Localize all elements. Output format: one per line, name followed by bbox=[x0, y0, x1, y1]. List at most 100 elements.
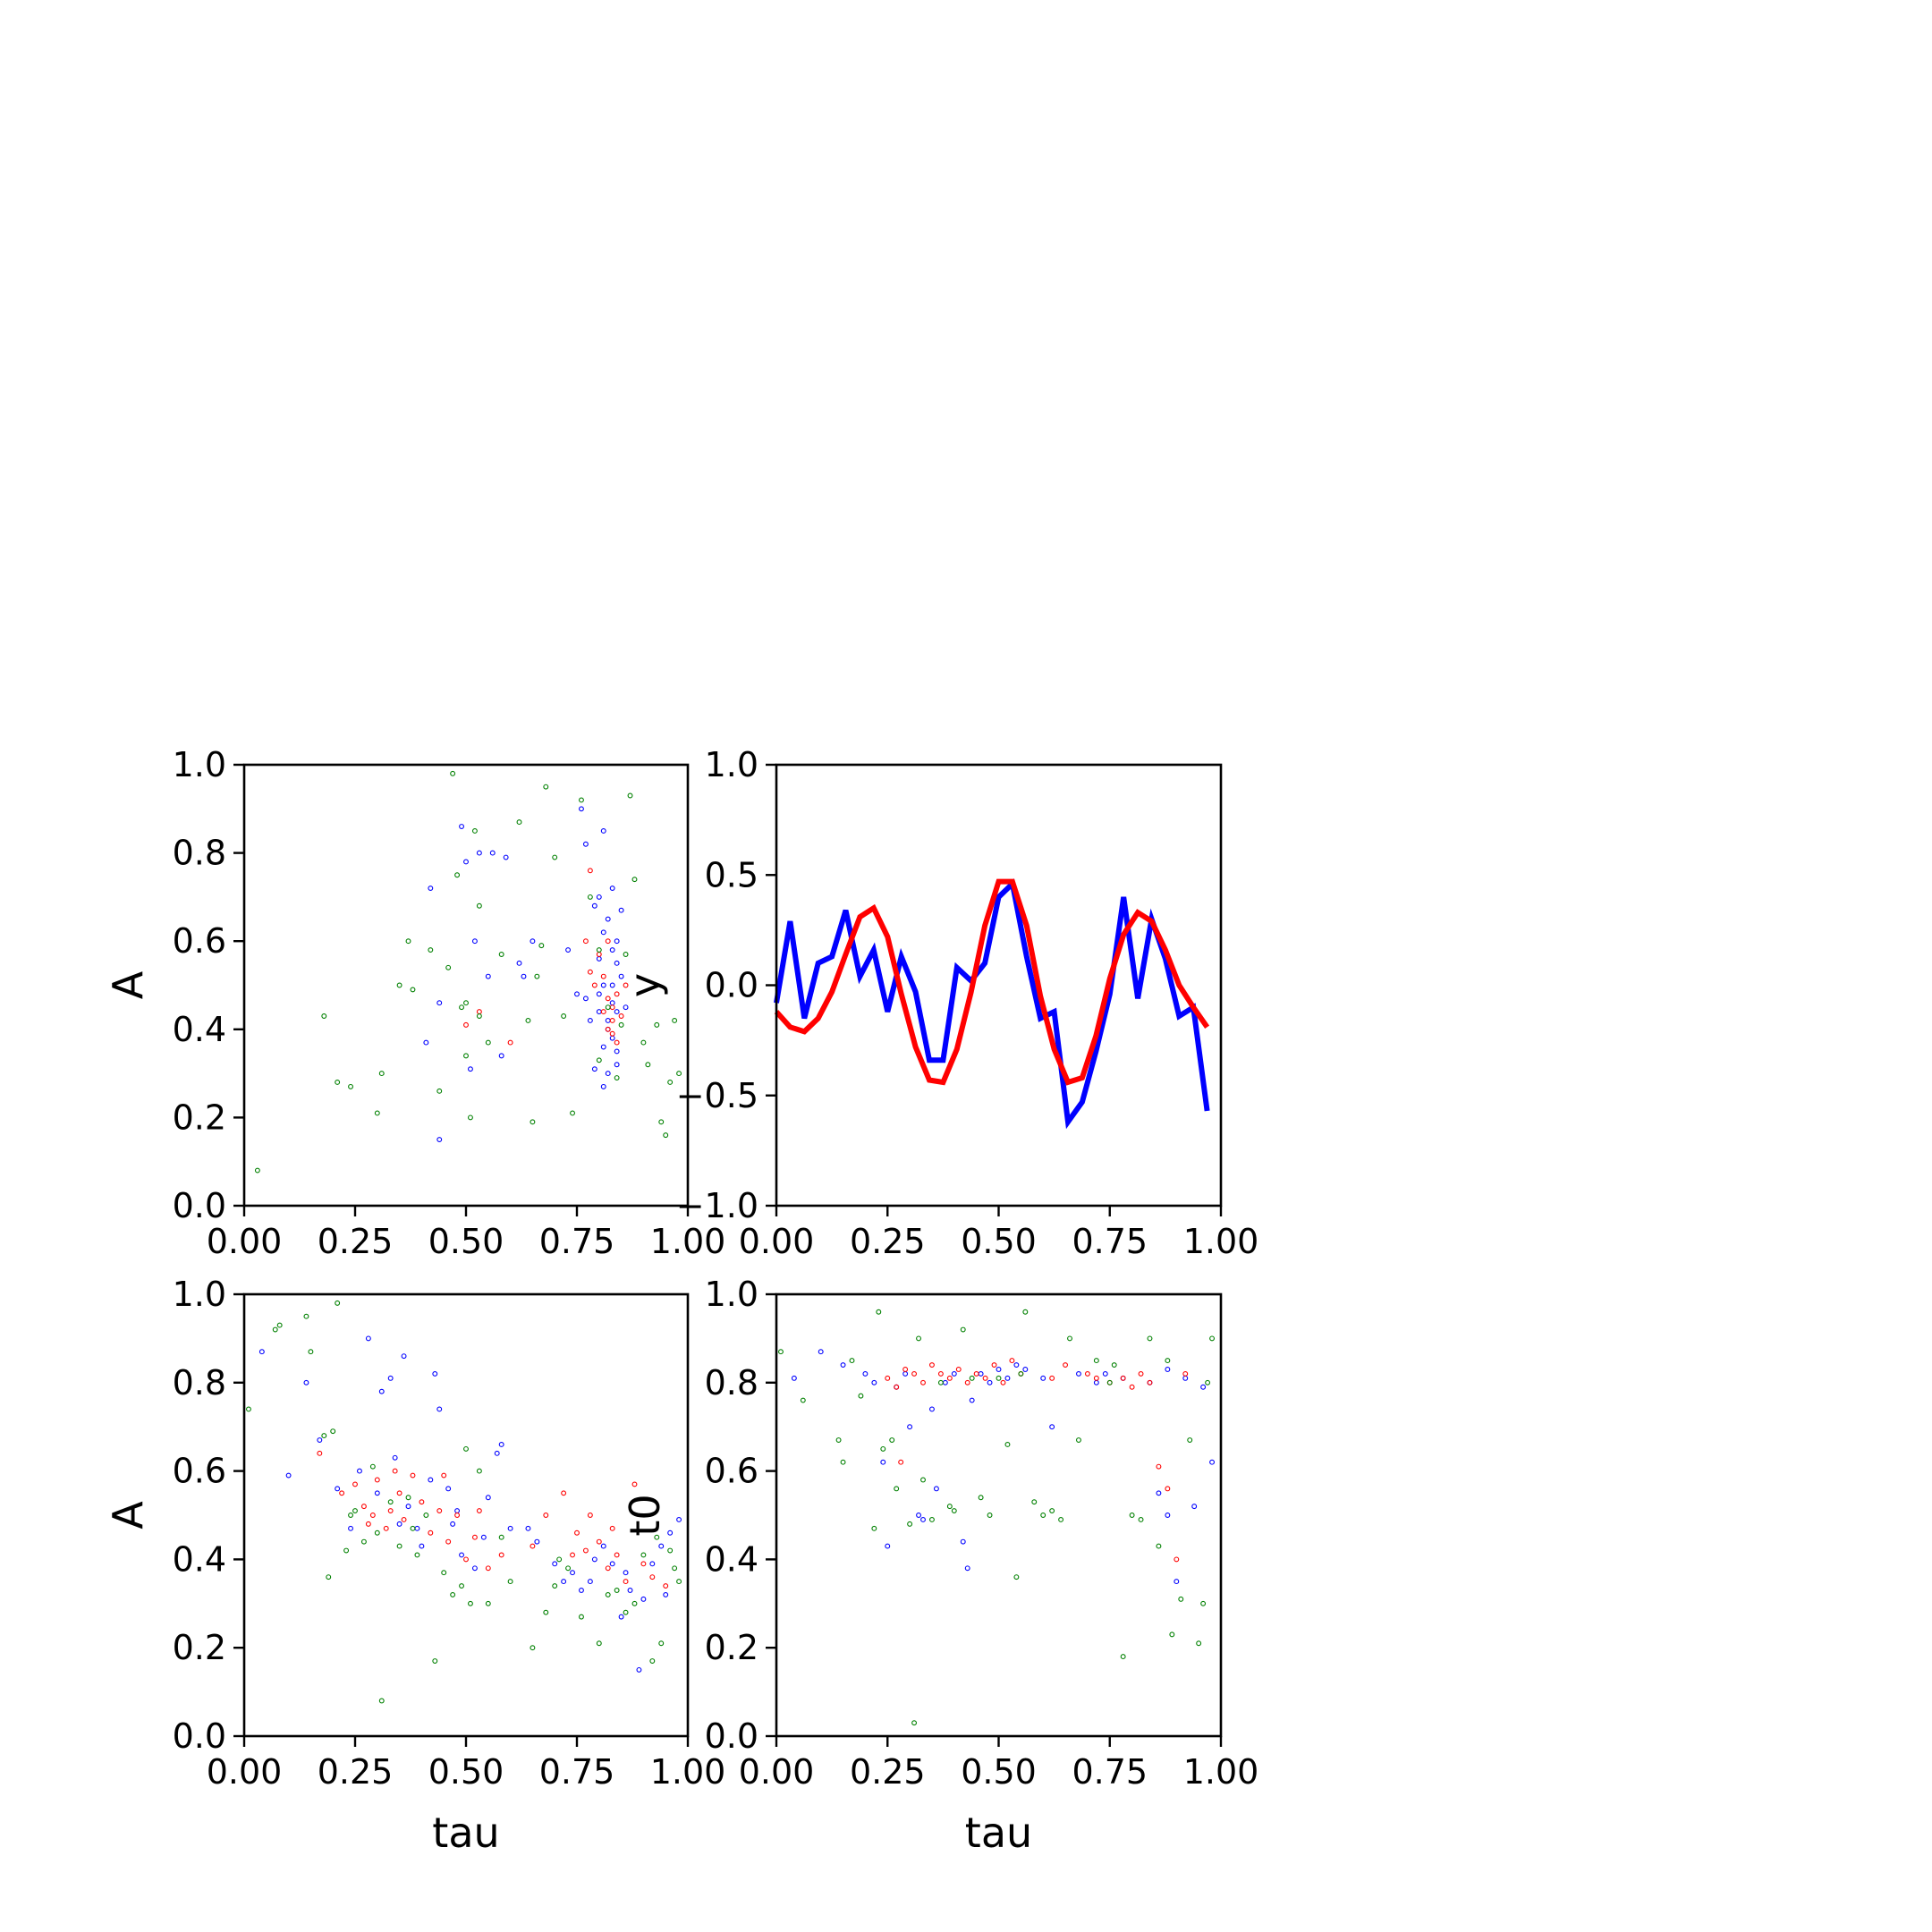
scatter-point-green bbox=[835, 1437, 842, 1443]
y-tick-label: 0.8 bbox=[173, 834, 226, 873]
scatter-point-green bbox=[1209, 1335, 1216, 1342]
line-series-blue bbox=[774, 878, 1210, 1130]
scatter-point-blue bbox=[591, 902, 597, 909]
scatter-point-green bbox=[374, 1110, 380, 1116]
scatter-point-red bbox=[911, 1370, 918, 1377]
scatter-point-green bbox=[369, 1463, 376, 1470]
scatter-point-red bbox=[973, 1370, 979, 1377]
scatter-point-green bbox=[951, 1508, 957, 1514]
scatter-point-green bbox=[552, 1583, 558, 1589]
scatter-point-blue bbox=[489, 850, 496, 856]
scatter-point-red bbox=[352, 1481, 358, 1487]
scatter-point-green bbox=[463, 1053, 469, 1059]
scatter-point-red bbox=[1147, 1379, 1153, 1385]
scatter-point-blue bbox=[591, 1066, 597, 1072]
scatter-point-blue bbox=[401, 1353, 407, 1360]
scatter-point-blue bbox=[1209, 1459, 1216, 1465]
scatter-point-red bbox=[401, 1516, 407, 1522]
scatter-point-blue bbox=[600, 827, 606, 834]
scatter-point-blue bbox=[618, 973, 624, 979]
scatter-point-green bbox=[1196, 1640, 1202, 1647]
scatter-point-green bbox=[654, 1534, 660, 1540]
scatter-point-blue bbox=[1040, 1375, 1046, 1381]
scatter-point-green bbox=[596, 1640, 602, 1647]
scatter-point-green bbox=[321, 1013, 327, 1019]
scatter-point-green bbox=[987, 1513, 993, 1518]
scatter-point-blue bbox=[521, 973, 527, 979]
scatter-point-red bbox=[605, 938, 611, 945]
scatter-point-blue bbox=[1076, 1370, 1081, 1377]
scatter-point-green bbox=[570, 1110, 575, 1116]
scatter-point-green bbox=[1004, 1442, 1011, 1447]
scatter-point-blue bbox=[960, 1538, 966, 1545]
scatter-point-green bbox=[387, 1499, 394, 1505]
scatter-point-green bbox=[476, 902, 482, 909]
scatter-point-green bbox=[1106, 1379, 1113, 1385]
scatter-point-red bbox=[441, 1472, 447, 1479]
scatter-point-green bbox=[1013, 1574, 1020, 1580]
scatter-point-green bbox=[916, 1335, 921, 1342]
scatter-point-blue bbox=[570, 1570, 575, 1576]
scatter-point-red bbox=[587, 969, 593, 975]
scatter-point-blue bbox=[964, 1565, 970, 1572]
scatter-point-red bbox=[574, 1530, 580, 1536]
scatter-point-blue bbox=[649, 1561, 656, 1567]
scatter-point-blue bbox=[1013, 1362, 1020, 1368]
scatter-point-green bbox=[640, 1552, 647, 1558]
scatter-point-red bbox=[902, 1367, 909, 1372]
scatter-point-blue bbox=[423, 1039, 429, 1046]
scatter-point-red bbox=[1000, 1379, 1006, 1385]
scatter-point-blue bbox=[663, 1591, 669, 1597]
scatter-point-red bbox=[609, 1525, 615, 1531]
scatter-point-green bbox=[800, 1397, 806, 1403]
scatter-point-red bbox=[360, 1504, 367, 1510]
scatter-point-red bbox=[605, 996, 611, 1002]
y-tick-label: 0.6 bbox=[173, 1452, 226, 1491]
scatter-point-blue bbox=[565, 947, 572, 953]
scatter-point-blue bbox=[596, 894, 602, 900]
scatter-point-green bbox=[672, 1017, 678, 1023]
scatter-point-green bbox=[246, 1406, 251, 1412]
scatter-point-red bbox=[937, 1370, 944, 1377]
x-tick-label: 0.75 bbox=[539, 1222, 615, 1261]
scatter-point-green bbox=[631, 1600, 638, 1606]
scatter-point-green bbox=[623, 1609, 629, 1615]
chart-panel-bottom-right-t0-vs-tau: 0.00 0.25 0.50 0.75 1.000.00.20.40.60.81.0ta… bbox=[621, 1275, 1258, 1857]
scatter-point-green bbox=[1200, 1600, 1207, 1606]
scatter-point-red bbox=[609, 1030, 615, 1037]
scatter-point-red bbox=[1182, 1370, 1189, 1377]
scatter-point-blue bbox=[605, 916, 611, 922]
scatter-point-blue bbox=[387, 1375, 394, 1381]
scatter-point-blue bbox=[396, 1521, 402, 1527]
scatter-point-red bbox=[476, 1508, 482, 1514]
scatter-point-blue bbox=[676, 1516, 682, 1522]
scatter-point-blue bbox=[987, 1379, 993, 1385]
scatter-point-red bbox=[631, 1481, 638, 1487]
scatter-point-green bbox=[468, 1600, 473, 1606]
scatter-point-red bbox=[920, 1379, 926, 1385]
scatter-point-green bbox=[579, 1614, 584, 1620]
scatter-point-green bbox=[676, 1579, 682, 1585]
scatter-point-blue bbox=[605, 1071, 611, 1077]
scatter-point-blue bbox=[1174, 1579, 1180, 1585]
scatter-point-green bbox=[649, 1658, 656, 1664]
scatter-point-red bbox=[436, 1508, 443, 1514]
scatter-point-red bbox=[1165, 1486, 1171, 1492]
scatter-point-green bbox=[672, 1565, 678, 1572]
scatter-point-blue bbox=[374, 1490, 380, 1496]
scatter-point-red bbox=[463, 1021, 469, 1028]
scatter-point-red bbox=[1063, 1362, 1069, 1368]
scatter-point-blue bbox=[609, 947, 615, 953]
scatter-point-green bbox=[321, 1433, 327, 1439]
scatter-point-green bbox=[343, 1547, 350, 1554]
scatter-point-green bbox=[476, 1013, 482, 1019]
scatter-point-blue bbox=[1200, 1384, 1207, 1390]
scatter-point-red bbox=[1093, 1375, 1099, 1381]
scatter-point-green bbox=[410, 987, 416, 993]
scatter-point-red bbox=[582, 938, 589, 945]
scatter-point-green bbox=[667, 1080, 674, 1085]
scatter-point-red bbox=[454, 1513, 461, 1518]
y-tick-label: −0.5 bbox=[676, 1076, 758, 1115]
scatter-point-red bbox=[591, 982, 597, 988]
scatter-point-green bbox=[645, 1062, 651, 1068]
